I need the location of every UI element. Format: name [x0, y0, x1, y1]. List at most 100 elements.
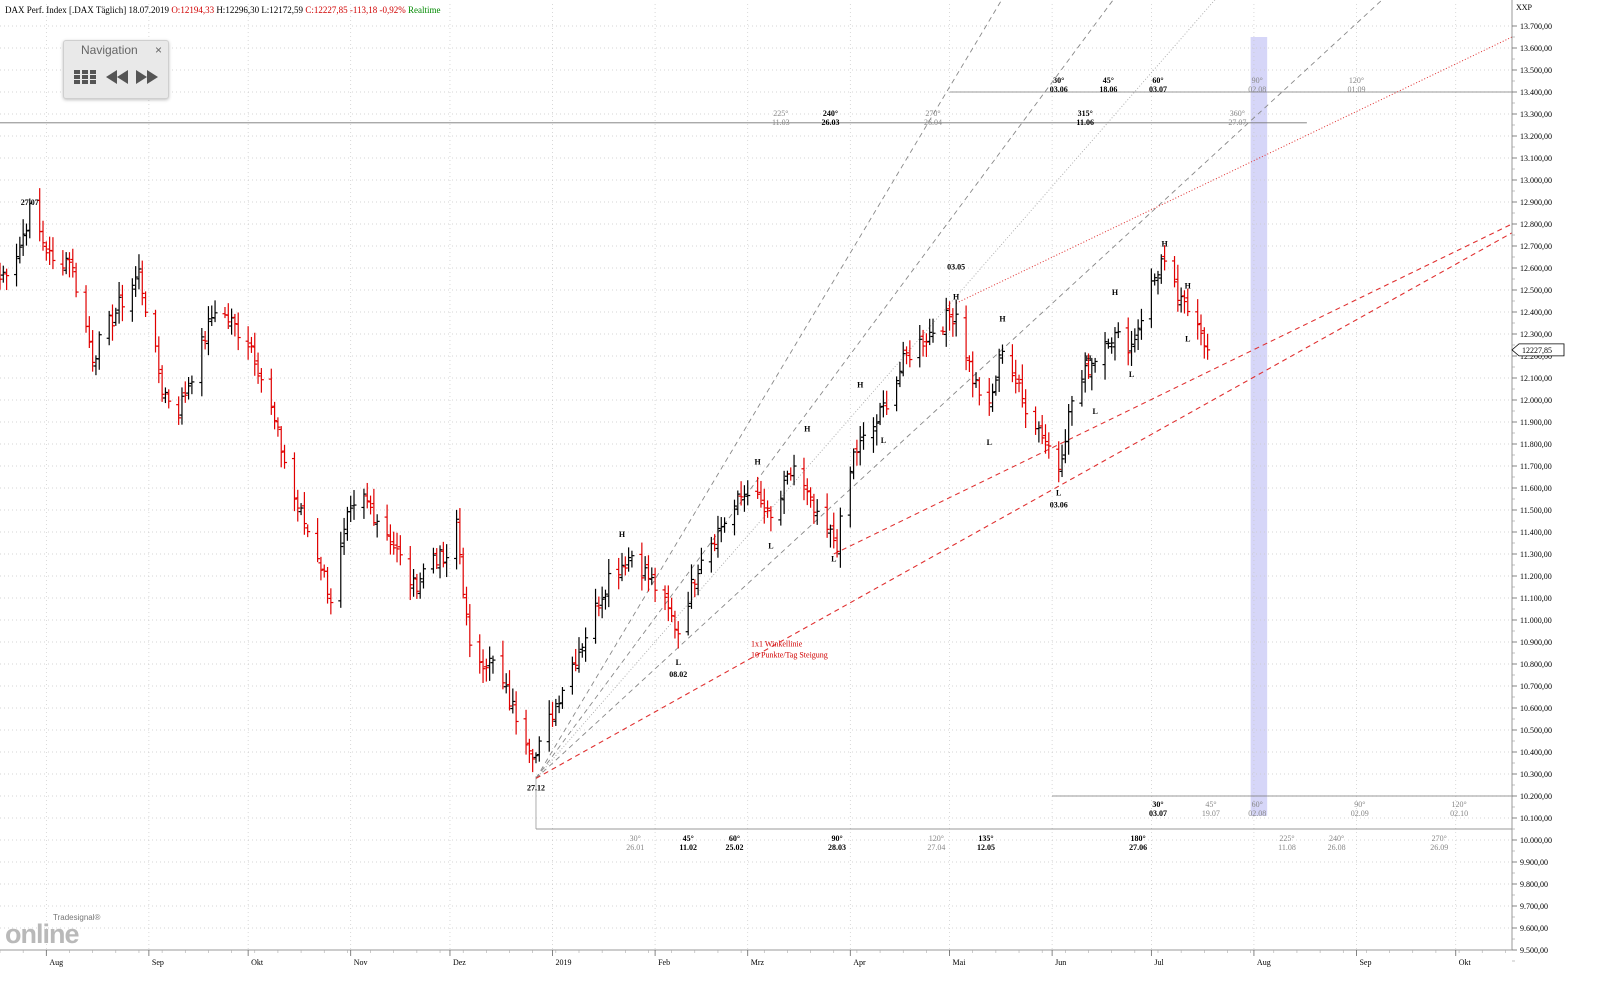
ohlc-bar: [179, 387, 185, 425]
ohlc-bar: [500, 640, 506, 690]
ohlc-bar: [305, 524, 311, 538]
cycle-date-label: 26.01: [626, 843, 644, 852]
ohlc-bar: [900, 341, 906, 377]
ohlc-bar: [282, 444, 288, 469]
ohlc-bar: [1185, 288, 1191, 317]
y-axis-tick-label: 10.300,00: [1520, 770, 1552, 779]
ohlc-bar: [444, 544, 450, 578]
x-axis-tick-label: Nov: [354, 958, 368, 967]
cycle-degree-label: 60°: [729, 834, 740, 843]
cycle-degree-label: 45°: [683, 834, 694, 843]
close-value: C:12227,85: [305, 5, 348, 15]
y-axis-tick-label: 13.100,00: [1520, 154, 1552, 163]
ohlc-bar: [755, 476, 761, 499]
ohlc-bar: [986, 378, 992, 416]
ohlc-bar: [0, 265, 6, 283]
y-axis-tick-label: 12.100,00: [1520, 374, 1552, 383]
gann-fan-line: [833, 223, 1513, 555]
x-axis-tick-label: Aug: [49, 958, 63, 967]
ohlc-bar: [530, 748, 536, 773]
ohlc-bar: [301, 492, 307, 535]
cycle-date-label: 11.06: [1076, 118, 1094, 127]
navigation-panel[interactable]: Navigation ×: [63, 40, 169, 99]
ohlc-bar: [715, 515, 721, 558]
y-axis-tick-label: 9.800,00: [1520, 880, 1548, 889]
cycle-date-label: 26.04: [924, 118, 942, 127]
ohlc-bar: [976, 377, 982, 406]
y-axis-tick-label: 11.400,00: [1520, 528, 1552, 537]
ohlc-bar: [60, 250, 66, 276]
cycle-degree-label: 120°: [929, 834, 944, 843]
ohlc-bar: [923, 333, 929, 357]
ohlc-bar: [182, 381, 188, 403]
ohlc-bar: [318, 556, 324, 581]
ohlc-bar: [1198, 314, 1204, 346]
grid-icon[interactable]: [73, 67, 97, 87]
ohlc-bar: [387, 524, 393, 555]
cycle-date-label: 26.08: [1328, 843, 1346, 852]
fast-forward-icon[interactable]: [135, 67, 159, 87]
close-icon[interactable]: ×: [154, 43, 162, 57]
ohlc-bar: [827, 524, 833, 548]
ohlc-bar: [341, 517, 347, 555]
cycle-degree-label: 225°: [773, 109, 788, 118]
y-axis-tick-label: 10.700,00: [1520, 682, 1552, 691]
ohlc-bar: [897, 361, 903, 388]
ohlc-bar: [1129, 330, 1135, 366]
cycle-degree-label: 360°: [1230, 109, 1245, 118]
ohlc-bar: [576, 637, 582, 673]
y-axis-tick-label: 11.300,00: [1520, 550, 1552, 559]
y-axis-tick-label: 12.600,00: [1520, 264, 1552, 273]
cycle-degree-label: 60°: [1152, 76, 1163, 85]
ohlc-bar: [328, 588, 334, 615]
cycle-date-label: 02.09: [1351, 809, 1369, 818]
y-axis-tick-label: 13.400,00: [1520, 88, 1552, 97]
ohlc-bar: [940, 326, 946, 336]
swing-label: H: [619, 530, 626, 539]
ohlc-bar: [688, 564, 694, 609]
ohlc-bar: [947, 301, 953, 331]
swing-label: L: [1129, 370, 1134, 379]
ohlc-bar: [109, 304, 115, 341]
ohlc-bar: [999, 344, 1005, 364]
ohlc-bar: [66, 252, 72, 278]
ohlc-bar: [1158, 254, 1164, 284]
ohlc-bar: [712, 534, 718, 552]
cycle-date-label: 26.03: [821, 118, 839, 127]
ohlc-bar: [298, 503, 304, 516]
ohlc-bar: [559, 687, 565, 709]
ohlc-bar: [507, 670, 513, 711]
y-axis-tick-label: 11.800,00: [1520, 440, 1552, 449]
ohlc-bar: [1172, 256, 1178, 288]
open-value: O:12194,33: [171, 5, 215, 15]
x-axis-tick-label: Mai: [953, 958, 967, 967]
cycle-date-label: 27.04: [927, 843, 945, 852]
ohlc-bar: [675, 621, 681, 649]
ohlc-bar: [417, 572, 423, 599]
ohlc-bar: [735, 490, 741, 516]
ohlc-bar: [1042, 424, 1048, 454]
ohlc-bar: [368, 495, 374, 515]
ohlc-bar: [761, 488, 767, 524]
ohlc-bar: [27, 198, 33, 239]
ohlc-bar: [119, 284, 125, 322]
ohlc-bar: [1102, 332, 1108, 380]
ohlc-bar: [394, 532, 400, 563]
ohlc-bar: [619, 552, 625, 582]
gann-fan-line: [535, 0, 1216, 779]
y-axis-tick-label: 12.500,00: [1520, 286, 1552, 295]
cycle-degree-label: 270°: [925, 109, 940, 118]
swing-label: L: [1092, 407, 1097, 416]
ohlc-bar: [533, 752, 539, 764]
ohlc-bar: [1082, 352, 1088, 393]
instrument-title: DAX Perf. Index [.DAX Täglich] 18.07.201…: [5, 5, 170, 15]
ohlc-bar: [483, 658, 489, 682]
ohlc-bar: [1152, 273, 1158, 286]
rewind-icon[interactable]: [105, 67, 129, 87]
y-axis-tick-label: 11.700,00: [1520, 462, 1552, 471]
ohlc-bar: [639, 542, 645, 591]
cycle-degree-label: 30°: [1053, 76, 1064, 85]
x-axis-tick-label: Jul: [1154, 958, 1164, 967]
